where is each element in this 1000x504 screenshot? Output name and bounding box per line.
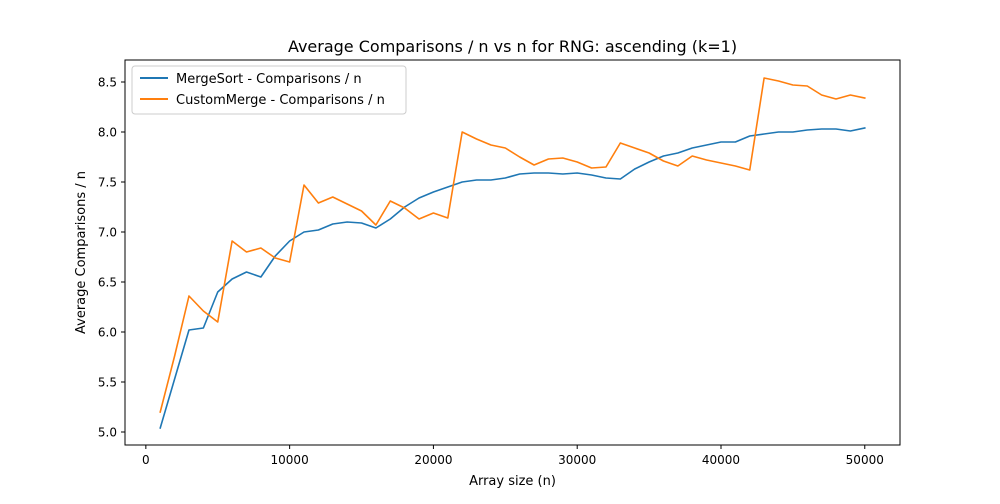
series-line-custommerge (159, 77, 866, 413)
series-line-mergesort (159, 127, 866, 429)
y-tick-label: 7.0 (98, 226, 117, 240)
plot-frame (124, 59, 901, 446)
y-axis: 5.0 5.5 6.0 6.5 7.0 7.5 8.0 8.5 (98, 76, 125, 440)
legend-label-custommerge: CustomMerge - Comparisons / n (176, 93, 385, 108)
x-tick-label: 20000 (414, 453, 452, 467)
chart-title: Average Comparisons / n vs n for RNG: as… (288, 37, 737, 56)
x-tick-label: 30000 (558, 453, 596, 467)
y-axis-label: Average Comparisons / n (74, 171, 89, 334)
x-tick-label: 0 (142, 453, 150, 467)
y-tick-label: 8.0 (98, 126, 117, 140)
legend: MergeSort - Comparisons / n CustomMerge … (131, 65, 407, 115)
y-tick-label: 6.0 (98, 326, 117, 340)
y-tick-label: 6.5 (98, 276, 117, 290)
plot-lines (159, 77, 866, 429)
x-tick-label: 40000 (702, 453, 740, 467)
y-tick-label: 5.5 (98, 376, 117, 390)
x-axis-label: Array size (n) (469, 474, 556, 489)
x-tick-label: 50000 (846, 453, 884, 467)
legend-box (131, 65, 407, 115)
y-tick-label: 8.5 (98, 76, 117, 90)
y-tick-label: 7.5 (98, 176, 117, 190)
x-tick-label: 10000 (271, 453, 309, 467)
legend-label-mergesort: MergeSort - Comparisons / n (176, 72, 362, 87)
y-tick-label: 5.0 (98, 426, 117, 440)
x-axis: 0 10000 20000 30000 40000 50000 (142, 445, 884, 467)
